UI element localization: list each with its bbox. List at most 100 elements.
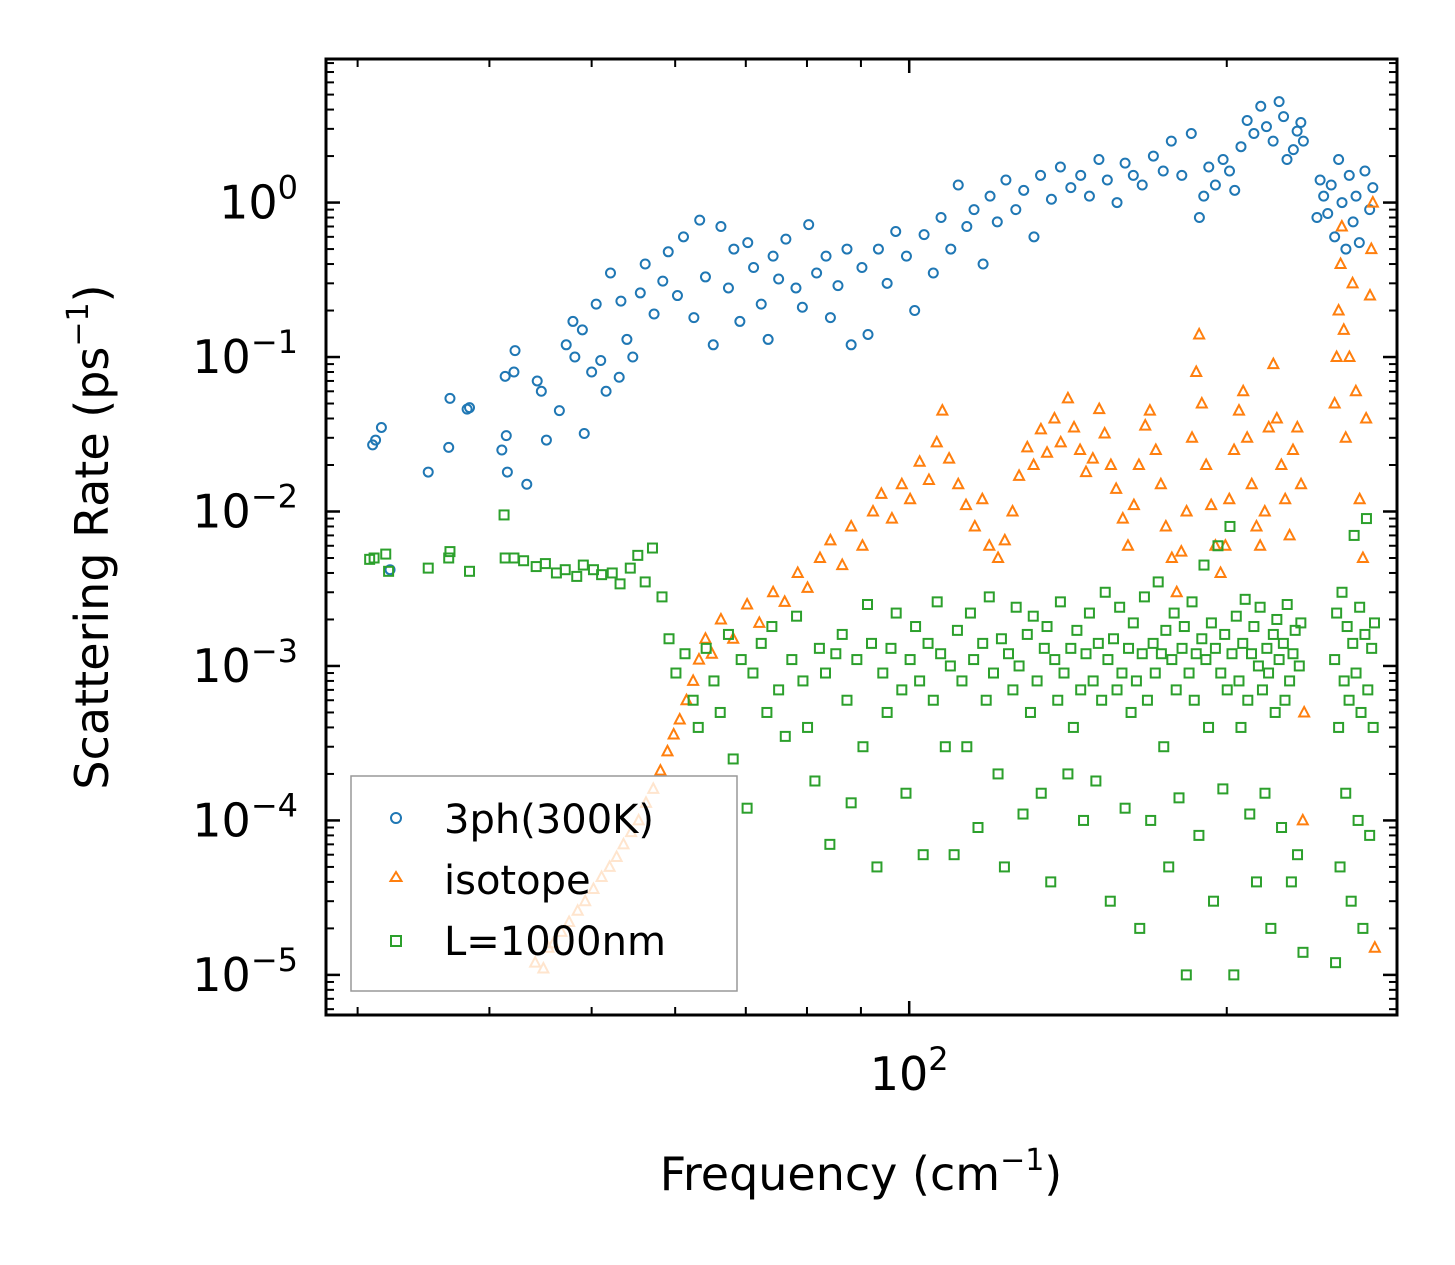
point-0-37	[657, 275, 669, 287]
point-1-95	[1222, 491, 1236, 505]
point-0-112	[1248, 127, 1260, 139]
point-1-116	[1329, 349, 1344, 363]
point-2-209	[1334, 861, 1346, 873]
point-0-103	[1193, 212, 1205, 224]
point-0-35	[639, 258, 651, 270]
point-0-74	[935, 212, 947, 224]
point-1-39	[866, 503, 880, 517]
point-2-215	[1345, 895, 1357, 907]
point-1-34	[813, 550, 827, 563]
point-1-38	[855, 538, 870, 551]
point-2-130	[1125, 706, 1137, 718]
point-0-102	[1185, 127, 1197, 139]
point-1-103	[1258, 503, 1272, 517]
point-2-131	[1127, 617, 1139, 629]
point-1-98	[1236, 383, 1250, 397]
axis-ticks	[326, 59, 1397, 1015]
point-2-51	[819, 667, 831, 679]
point-1-102	[1253, 538, 1267, 551]
point-0-65	[856, 261, 868, 273]
point-2-115	[1080, 648, 1092, 660]
point-1-49	[951, 476, 965, 490]
point-2-26	[656, 591, 668, 603]
legend-label-3ph: 3ph(300K)	[444, 797, 654, 843]
point-0-118	[1281, 154, 1293, 166]
point-2-5	[444, 546, 456, 558]
point-2-156	[1193, 829, 1205, 841]
point-0-44	[707, 339, 719, 351]
point-2-186	[1261, 642, 1273, 654]
point-0-87	[1045, 193, 1057, 205]
point-0-31	[621, 333, 633, 345]
point-2-188	[1265, 922, 1277, 934]
point-1-124	[1349, 383, 1363, 397]
point-1-88	[1192, 326, 1206, 340]
point-2-15	[559, 564, 571, 576]
point-1-107	[1274, 457, 1288, 470]
point-0-29	[604, 267, 616, 279]
point-1-31	[778, 594, 792, 607]
point-2-103	[1041, 621, 1053, 633]
y-tick-label-5: 10−5	[192, 941, 298, 1002]
point-2-122	[1102, 654, 1114, 666]
point-0-54	[773, 273, 785, 285]
point-2-189	[1267, 628, 1279, 640]
point-2-143	[1160, 624, 1172, 636]
point-2-30	[687, 694, 699, 706]
point-2-159	[1200, 654, 1212, 666]
point-2-74	[931, 596, 943, 608]
point-1-121	[1339, 430, 1353, 443]
point-2-47	[797, 675, 809, 687]
point-1-24	[698, 631, 713, 644]
point-0-96	[1127, 169, 1139, 181]
point-2-49	[809, 775, 821, 787]
point-1-83	[1170, 584, 1184, 598]
point-2-65	[890, 607, 902, 619]
point-1-43	[903, 491, 917, 505]
point-2-203	[1295, 617, 1307, 629]
point-2-58	[857, 741, 869, 753]
point-2-62	[877, 667, 889, 679]
point-2-201	[1292, 849, 1304, 861]
point-2-13	[539, 558, 551, 570]
point-2-194	[1277, 637, 1289, 649]
point-2-167	[1219, 628, 1231, 640]
point-2-107	[1054, 596, 1066, 608]
point-2-54	[836, 628, 848, 640]
point-1-125	[1353, 491, 1367, 505]
point-2-37	[735, 654, 747, 666]
point-2-67	[900, 787, 912, 799]
point-0-92	[1093, 154, 1105, 166]
point-0-80	[984, 190, 996, 202]
point-2-135	[1138, 591, 1150, 603]
point-0-11	[500, 430, 512, 442]
point-1-28	[740, 596, 754, 610]
point-2-17	[577, 559, 589, 571]
point-0-64	[845, 339, 857, 351]
point-2-205	[1329, 654, 1341, 666]
point-2-139	[1149, 667, 1161, 679]
point-2-98	[1024, 706, 1036, 718]
point-1-113	[1296, 812, 1310, 826]
point-2-88	[987, 667, 999, 679]
point-0-111	[1241, 114, 1253, 126]
point-2-43	[773, 684, 785, 696]
point-0-89	[1065, 182, 1077, 194]
point-0-97	[1136, 179, 1148, 191]
point-2-218	[1350, 667, 1362, 679]
point-1-100	[1245, 476, 1259, 490]
point-2-221	[1355, 706, 1367, 718]
point-1-93	[1213, 565, 1228, 578]
point-1-106	[1270, 410, 1284, 424]
point-2-78	[948, 849, 960, 861]
point-2-114	[1078, 814, 1090, 826]
point-2-118	[1090, 775, 1102, 787]
point-2-125	[1111, 684, 1123, 696]
point-2-181	[1250, 876, 1262, 888]
legend-label-isotope: isotope	[444, 858, 591, 904]
point-1-79	[1149, 442, 1163, 456]
point-1-23	[692, 651, 706, 665]
point-2-32	[700, 642, 712, 654]
point-0-101	[1176, 169, 1188, 181]
point-1-131	[1368, 940, 1382, 953]
